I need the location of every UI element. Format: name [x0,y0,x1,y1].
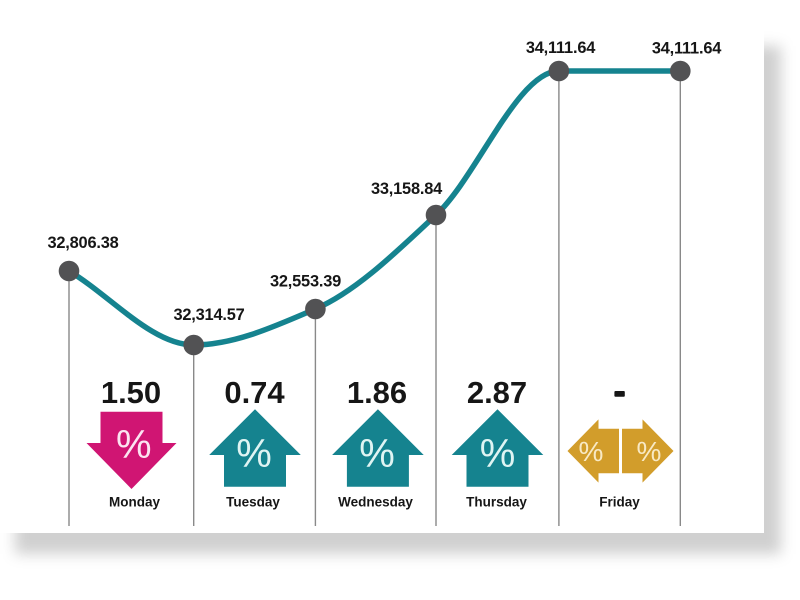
svg-text:32,806.38: 32,806.38 [47,234,118,252]
svg-text:0.74: 0.74 [224,375,285,410]
svg-text:Wednesday: Wednesday [338,495,413,510]
svg-text:2.87: 2.87 [467,375,527,410]
svg-text:32,553.39: 32,553.39 [270,273,341,291]
svg-text:%: % [236,432,272,476]
svg-text:32,314.57: 32,314.57 [173,306,244,324]
svg-text:34,111.64: 34,111.64 [652,40,722,58]
svg-text:Monday: Monday [109,495,160,510]
svg-text:Friday: Friday [599,495,640,510]
svg-text:Tuesday: Tuesday [226,495,280,510]
svg-text:Thursday: Thursday [466,495,527,510]
svg-text:33,158.84: 33,158.84 [371,180,443,198]
svg-text:%: % [116,423,152,467]
svg-text:%: % [579,436,604,467]
svg-text:34,111.64: 34,111.64 [526,39,596,57]
svg-text:1.86: 1.86 [347,375,407,410]
svg-text:%: % [637,436,662,467]
svg-text:1.50: 1.50 [101,375,161,410]
svg-text:%: % [480,432,516,476]
svg-text:%: % [359,432,395,476]
